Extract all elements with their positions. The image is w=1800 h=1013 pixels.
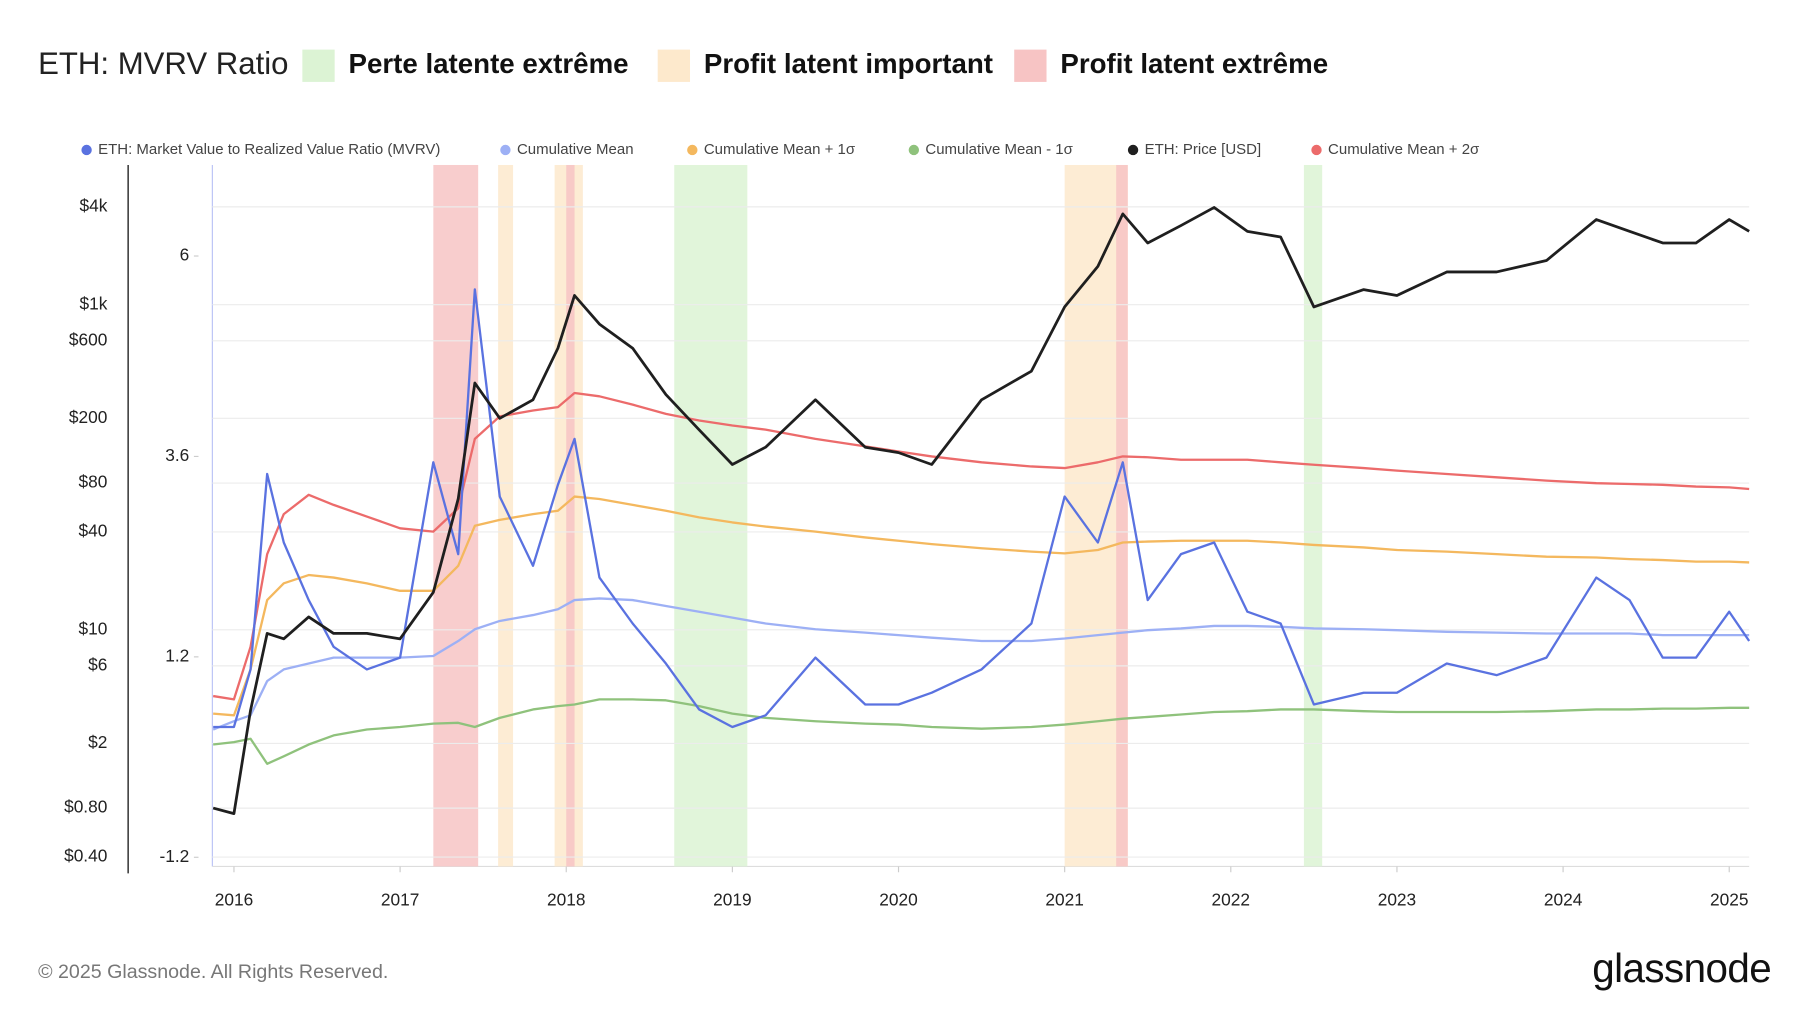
plot-layer (212, 164, 1751, 867)
band-legend-swatch (1014, 49, 1047, 82)
legend-label: ETH: Price [USD] (1145, 141, 1262, 158)
legend-marker (81, 144, 92, 156)
y-tick-label: $0.80 (64, 797, 107, 817)
x-tick-label: 2017 (381, 890, 419, 910)
series-line (213, 495, 1750, 717)
y-tick-label: $600 (69, 329, 107, 349)
y-tick-label: $10 (79, 618, 108, 638)
legend-marker (687, 144, 698, 156)
y2-tick-label: 3.6 (165, 445, 189, 465)
chart-title: ETH: MVRV Ratio (38, 46, 288, 81)
band-legend-label: Profit latent important (704, 48, 993, 79)
y-tick-label: $40 (79, 521, 108, 541)
x-tick-label: 2016 (215, 890, 253, 910)
x-tick-label: 2021 (1045, 890, 1083, 910)
band-legend-swatch (657, 49, 691, 82)
y-tick-label: $1k (79, 293, 107, 313)
series-line (213, 698, 1750, 765)
series-line (212, 597, 1750, 731)
band-legend-label: Perte latente extrême (349, 48, 629, 79)
x-tick-label: 2022 (1212, 890, 1250, 910)
y-tick-label: $4k (79, 195, 107, 215)
legend-marker (908, 144, 920, 156)
highlight-band (1116, 164, 1128, 867)
legend-label: Cumulative Mean + 1σ (704, 141, 856, 158)
x-tick-label: 2019 (713, 890, 751, 910)
band-legend-label: Profit latent extrême (1060, 48, 1328, 79)
y2-tick-label: 1.2 (165, 645, 189, 665)
x-tick-label: 2025 (1710, 890, 1748, 910)
y-tick-label: $200 (69, 407, 107, 427)
x-tick-label: 2024 (1544, 890, 1583, 910)
y-tick-label: $6 (88, 654, 107, 674)
brand-logo: glassnode (1592, 945, 1771, 991)
y-tick-label: $0.40 (64, 846, 107, 866)
y2-tick-label: 6 (180, 245, 190, 265)
footer: © 2025 Glassnode. All Rights Reserved. (38, 961, 388, 983)
legend-label: Cumulative Mean + 2σ (1328, 141, 1480, 158)
series-line (212, 206, 1750, 816)
legend-label: ETH: Market Value to Realized Value Rati… (98, 141, 440, 158)
legend-label: Cumulative Mean (517, 141, 634, 158)
highlight-band (498, 164, 514, 867)
legend-marker (1311, 144, 1322, 156)
x-tick-label: 2018 (547, 890, 585, 910)
series-line (213, 288, 1751, 729)
highlight-band (1303, 164, 1323, 867)
highlight-band (566, 164, 575, 867)
legend-label: Cumulative Mean - 1σ (925, 141, 1073, 158)
y-tick-label: $80 (79, 472, 108, 492)
y2-tick-label: -1.2 (159, 846, 189, 866)
band-legend-swatch (302, 49, 335, 82)
legend-marker (500, 144, 511, 156)
x-tick-label: 2020 (879, 890, 917, 910)
x-tick-label: 2023 (1378, 890, 1416, 910)
legend-marker (1127, 144, 1139, 156)
highlight-band (433, 164, 479, 867)
y-tick-label: $2 (88, 732, 107, 752)
